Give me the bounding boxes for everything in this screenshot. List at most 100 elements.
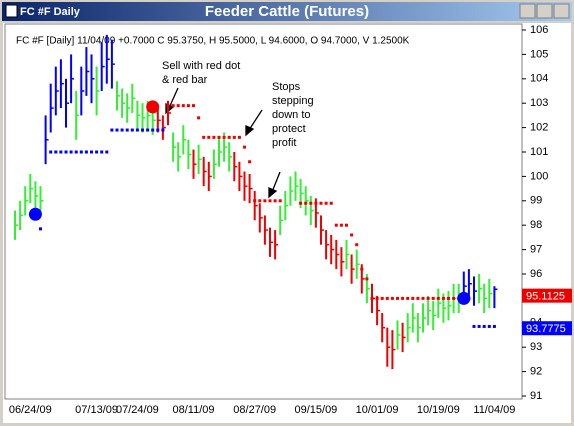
stop-dot (304, 201, 308, 205)
y-tick-label: 92 (530, 366, 542, 378)
stop-dot (263, 199, 267, 203)
stop-dot (64, 150, 68, 154)
stop-dot (350, 233, 354, 237)
stop-dot (396, 296, 399, 300)
stop-dot (426, 296, 430, 300)
stop-dot (487, 324, 491, 328)
stop-dot (39, 227, 42, 231)
y-tick-label: 100 (530, 170, 548, 182)
stop-dot (324, 201, 328, 205)
stop-dot (202, 135, 206, 139)
stop-dot (69, 150, 73, 154)
stop-dot (273, 199, 277, 203)
stop-dot (232, 135, 236, 139)
annotation-line: & red bar (162, 74, 208, 86)
stop-dot (146, 128, 150, 132)
y-tick-label: 99 (530, 195, 542, 207)
maximize-button[interactable] (536, 3, 553, 19)
annotation-line: profit (272, 137, 296, 149)
y-tick-label: 101 (530, 146, 548, 158)
signal-dot (146, 100, 160, 114)
stop-dot (222, 135, 226, 139)
x-tick-label: 07/13/09 (75, 404, 118, 416)
x-tick-label: 07/24/09 (116, 404, 159, 416)
stop-dot (84, 150, 88, 154)
stop-dot (135, 128, 139, 132)
stop-dot (299, 201, 303, 205)
stop-dot (49, 150, 53, 154)
stop-dot (212, 135, 216, 139)
stop-dot (452, 296, 456, 300)
stop-dot (125, 128, 129, 132)
y-tick-label: 105 (530, 48, 548, 60)
price-box (522, 288, 572, 303)
stop-dot (227, 135, 231, 139)
stop-dot (217, 135, 221, 139)
stop-dot (385, 296, 389, 300)
stop-dot (161, 128, 165, 132)
stop-dot (329, 201, 333, 205)
stop-dot (248, 160, 252, 164)
stop-dot (314, 201, 318, 205)
stop-dot (472, 324, 476, 328)
y-tick-label: 98 (530, 219, 542, 231)
stop-dot (253, 199, 257, 203)
stop-dot (482, 324, 486, 328)
stop-dot (477, 324, 481, 328)
price-box-label: 93.7775 (526, 323, 566, 335)
stop-dot (90, 150, 93, 154)
signal-dot (28, 207, 42, 221)
annotation-line: protect (272, 123, 306, 135)
stop-dot (406, 296, 410, 300)
stop-dot (59, 150, 63, 154)
stop-dot (365, 277, 369, 281)
stop-dot (355, 243, 359, 247)
stop-dot (105, 150, 109, 154)
y-tick-label: 102 (530, 122, 548, 134)
stop-dot (192, 104, 195, 108)
x-tick-label: 10/19/09 (417, 404, 460, 416)
stop-dot (258, 199, 262, 203)
stop-dot (54, 150, 58, 154)
y-tick-label: 91 (530, 390, 542, 402)
y-tick-label: 104 (530, 73, 548, 85)
stop-dot (436, 296, 440, 300)
x-tick-label: 06/24/09 (9, 404, 52, 416)
stop-dot (309, 201, 313, 205)
minimize-button[interactable] (519, 3, 536, 19)
stop-dot (334, 223, 338, 227)
stop-dot (492, 324, 496, 328)
stop-dot (151, 128, 155, 132)
stop-dot (390, 296, 394, 300)
stop-dot (207, 135, 211, 139)
info-line: FC #F [Daily] 11/04/09 +0.7000 C 95.3750… (16, 36, 410, 47)
stop-dot (171, 104, 175, 108)
plot-area (4, 23, 523, 400)
stop-dot (278, 199, 282, 203)
stop-dot (110, 128, 114, 132)
y-tick-label: 93 (530, 341, 542, 353)
x-tick-label: 08/11/09 (172, 404, 214, 416)
y-tick-label: 106 (530, 24, 548, 36)
stop-dot (416, 296, 420, 300)
annotation-line: Sell with red dot (162, 60, 240, 72)
stop-dot (370, 296, 374, 300)
annotation-line: down to (272, 109, 311, 121)
stop-dot (431, 296, 435, 300)
stop-dot (130, 128, 134, 132)
stop-dot (237, 135, 241, 139)
stop-dot (345, 223, 348, 227)
price-box-label: 95.1125 (526, 291, 565, 303)
x-tick-label: 10/01/09 (356, 404, 399, 416)
close-button[interactable] (553, 3, 570, 19)
annotation-line: Stops (272, 81, 301, 93)
title-bar (2, 2, 572, 21)
stop-dot (268, 199, 272, 203)
x-tick-label: 08/27/09 (233, 404, 276, 416)
stop-dot (401, 296, 405, 300)
stop-dot (95, 150, 99, 154)
stop-dot (375, 296, 379, 300)
stop-dot (411, 296, 415, 300)
y-tick-label: 97 (530, 244, 542, 256)
